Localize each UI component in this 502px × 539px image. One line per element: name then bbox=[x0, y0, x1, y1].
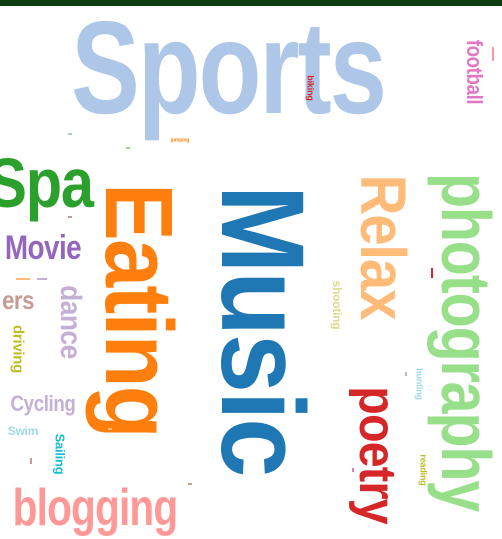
word-hunting: hunting bbox=[414, 368, 425, 400]
tiny-word-speck bbox=[405, 372, 407, 376]
word-ers: ers bbox=[2, 285, 34, 315]
tiny-word-speck bbox=[16, 278, 30, 280]
word-spa: Spa bbox=[0, 144, 94, 222]
word-swim: Swim bbox=[7, 424, 39, 438]
word-shooting: shooting bbox=[330, 280, 344, 330]
word-jumping: jumping bbox=[170, 137, 190, 144]
word-football: football bbox=[462, 39, 487, 105]
word-reading: reading bbox=[418, 454, 429, 486]
word-sports: Sports bbox=[71, 0, 387, 141]
word-relax: Relax bbox=[347, 174, 419, 320]
tiny-word-speck bbox=[37, 278, 47, 280]
tiny-word-speck bbox=[68, 133, 72, 135]
tiny-word-speck bbox=[30, 458, 32, 464]
word-music: Music bbox=[196, 184, 328, 476]
tiny-word-speck bbox=[352, 468, 354, 472]
word-poetry: poetry bbox=[348, 386, 406, 524]
tiny-word-speck bbox=[126, 147, 130, 149]
word-cycling: Cycling bbox=[10, 391, 76, 416]
word-blogging: blogging bbox=[12, 479, 179, 537]
tiny-word-speck bbox=[431, 268, 433, 278]
word-driving: driving bbox=[9, 325, 27, 373]
word-sailing: Sailing bbox=[52, 433, 68, 475]
word-eating: Eating bbox=[85, 183, 192, 437]
word-movie: Movie bbox=[4, 229, 82, 267]
tiny-word-speck bbox=[68, 216, 72, 218]
word-dance: dance bbox=[54, 285, 87, 359]
word-photography: photography bbox=[427, 172, 502, 512]
tiny-word-speck bbox=[188, 483, 192, 485]
tiny-word-speck bbox=[492, 47, 494, 61]
tiny-word-speck bbox=[108, 428, 112, 430]
top-border bbox=[0, 0, 502, 6]
word-biking: biking bbox=[305, 75, 316, 101]
